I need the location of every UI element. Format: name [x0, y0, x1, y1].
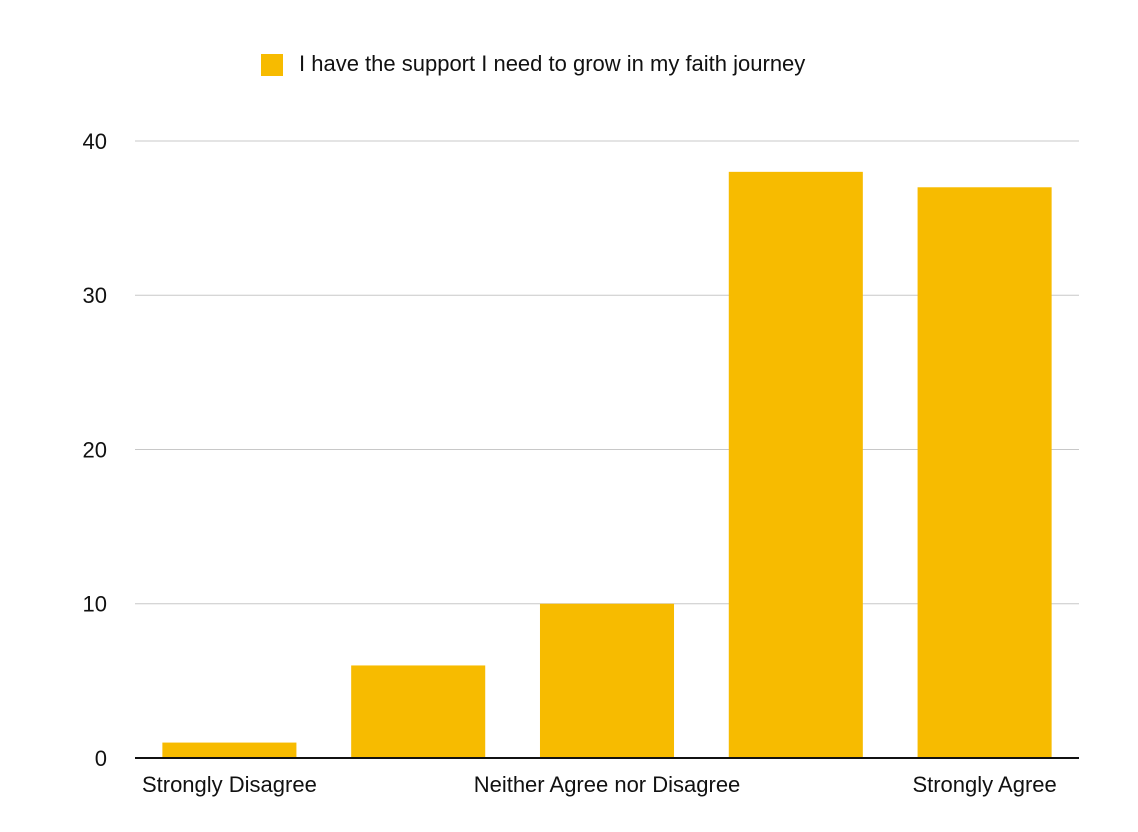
bar [162, 742, 297, 758]
x-tick-label: Strongly Disagree [142, 772, 317, 797]
y-tick-label: 10 [83, 592, 107, 617]
x-tick-label: Strongly Agree [912, 772, 1056, 797]
y-tick-label: 40 [83, 129, 107, 154]
bar [917, 187, 1052, 758]
y-tick-label: 30 [83, 283, 107, 308]
y-tick-label: 0 [95, 746, 107, 771]
legend-swatch [261, 54, 283, 76]
y-tick-label: 20 [83, 437, 107, 462]
bar [728, 171, 863, 759]
bar [539, 603, 675, 758]
legend-label: I have the support I need to grow in my … [299, 51, 805, 76]
bar [351, 665, 486, 758]
x-tick-label: Neither Agree nor Disagree [474, 772, 741, 797]
